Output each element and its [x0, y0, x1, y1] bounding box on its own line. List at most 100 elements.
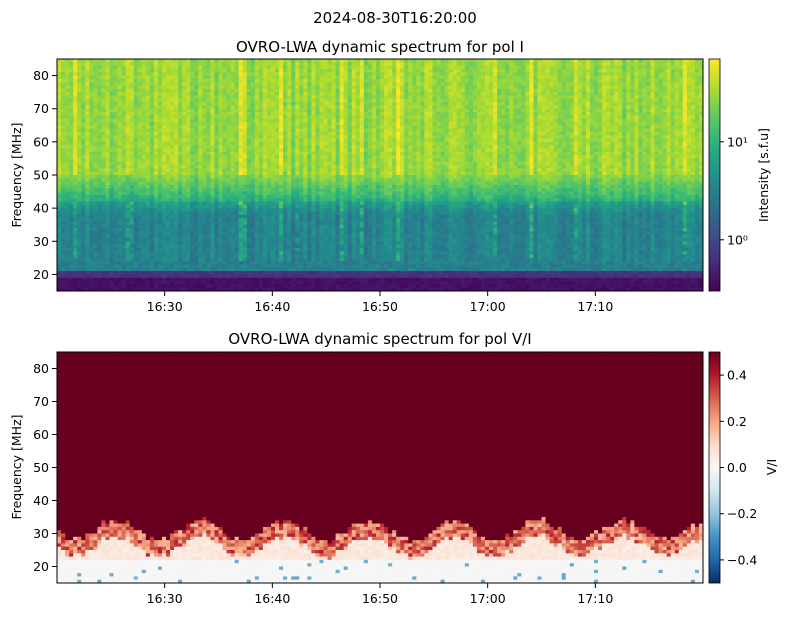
- heatmap-cell: [610, 82, 615, 86]
- heatmap-cell: [610, 135, 615, 139]
- heatmap-cell: [153, 135, 159, 139]
- heatmap-cell: [222, 128, 227, 133]
- heatmap-cell: [577, 75, 583, 80]
- heatmap-cell: [460, 62, 466, 67]
- heatmap-cell: [593, 115, 599, 120]
- heatmap-cell: [598, 118, 603, 123]
- heatmap-cell: [194, 75, 199, 80]
- heatmap-cell: [396, 78, 401, 83]
- heatmap-cell: [678, 68, 684, 73]
- heatmap-cell: [343, 135, 349, 139]
- heatmap-cell: [61, 118, 66, 123]
- heatmap-cell: [388, 131, 393, 136]
- heatmap-cell: [145, 98, 151, 103]
- heatmap-cell: [622, 92, 627, 96]
- heatmap-cell: [355, 72, 361, 76]
- heatmap-cell: [291, 82, 296, 86]
- heatmap-cell: [630, 72, 635, 76]
- heatmap-cell: [343, 128, 349, 133]
- heatmap-cell: [283, 88, 288, 93]
- heatmap-cell: [202, 141, 207, 146]
- heatmap-cell: [634, 68, 639, 73]
- heatmap-cell: [614, 138, 619, 143]
- heatmap-cell: [319, 95, 324, 100]
- heatmap-cell: [303, 72, 308, 76]
- heatmap-cell: [521, 78, 526, 83]
- heatmap-cell: [452, 148, 458, 153]
- heatmap-cell: [129, 121, 135, 126]
- heatmap-cell: [460, 141, 466, 146]
- heatmap-cell: [436, 85, 441, 90]
- heatmap-cell: [331, 62, 336, 67]
- heatmap-cell: [246, 141, 252, 146]
- heatmap-cell: [408, 151, 413, 156]
- heatmap-cell: [513, 85, 518, 90]
- heatmap-cell: [585, 72, 591, 76]
- heatmap-cell: [323, 68, 328, 73]
- heatmap-cell: [501, 92, 506, 96]
- heatmap-cell: [73, 141, 78, 146]
- heatmap-cell: [363, 112, 369, 116]
- heatmap-cell: [480, 145, 486, 149]
- heatmap-cell: [141, 72, 147, 76]
- heatmap-cell: [380, 95, 385, 100]
- heatmap-cell: [622, 135, 627, 139]
- heatmap-cell: [598, 102, 603, 106]
- heatmap-cell: [375, 145, 381, 149]
- heatmap-cell: [569, 68, 575, 73]
- heatmap-cell: [242, 145, 248, 149]
- heatmap-cell: [593, 158, 599, 163]
- heatmap-cell: [618, 59, 623, 63]
- heatmap-cell: [404, 138, 409, 143]
- heatmap-cell: [97, 115, 102, 120]
- heatmap-cell: [404, 151, 409, 156]
- heatmap-cell: [117, 108, 122, 113]
- heatmap-cell: [323, 85, 328, 90]
- heatmap-cell: [194, 82, 199, 86]
- heatmap-cell: [529, 62, 534, 67]
- heatmap-cell: [81, 135, 86, 139]
- heatmap-cell: [400, 85, 405, 90]
- heatmap-cell: [307, 118, 312, 123]
- heatmap-cell: [303, 105, 308, 110]
- heatmap-cell: [666, 62, 672, 67]
- heatmap-cell: [367, 138, 373, 143]
- heatmap-cell: [573, 72, 579, 76]
- heatmap-cell: [545, 108, 550, 113]
- heatmap-cell: [460, 112, 466, 116]
- heatmap-cell: [424, 108, 429, 113]
- heatmap-cell: [242, 128, 248, 133]
- heatmap-cell: [117, 102, 122, 106]
- heatmap-cell: [339, 155, 345, 159]
- heatmap-cell: [581, 145, 587, 149]
- heatmap-cell: [113, 98, 118, 103]
- heatmap-cell: [149, 92, 155, 96]
- heatmap-cell: [246, 135, 252, 139]
- heatmap-cell: [246, 102, 252, 106]
- heatmap-cell: [662, 121, 668, 126]
- heatmap-cell: [323, 82, 328, 86]
- heatmap-cell: [424, 135, 429, 139]
- heatmap-cell: [226, 128, 232, 133]
- heatmap-cell: [388, 78, 393, 83]
- heatmap-cell: [230, 155, 236, 159]
- heatmap-cell: [202, 88, 207, 93]
- heatmap-cell: [698, 155, 704, 159]
- heatmap-cell: [638, 141, 643, 146]
- heatmap-cell: [355, 75, 361, 80]
- heatmap-cell: [250, 95, 256, 100]
- heatmap-cell: [149, 121, 155, 126]
- heatmap-cell: [319, 72, 324, 76]
- heatmap-cell: [279, 145, 284, 149]
- heatmap-cell: [343, 62, 349, 67]
- heatmap-cell: [186, 115, 191, 120]
- heatmap-cell: [505, 92, 510, 96]
- heatmap-cell: [182, 141, 187, 146]
- heatmap-cell: [561, 131, 567, 136]
- heatmap-cell: [230, 59, 236, 63]
- heatmap-cell: [541, 121, 546, 126]
- heatmap-cell: [440, 151, 445, 156]
- heatmap-cell: [97, 141, 102, 146]
- heatmap-cell: [254, 141, 260, 146]
- heatmap-cell: [319, 125, 324, 129]
